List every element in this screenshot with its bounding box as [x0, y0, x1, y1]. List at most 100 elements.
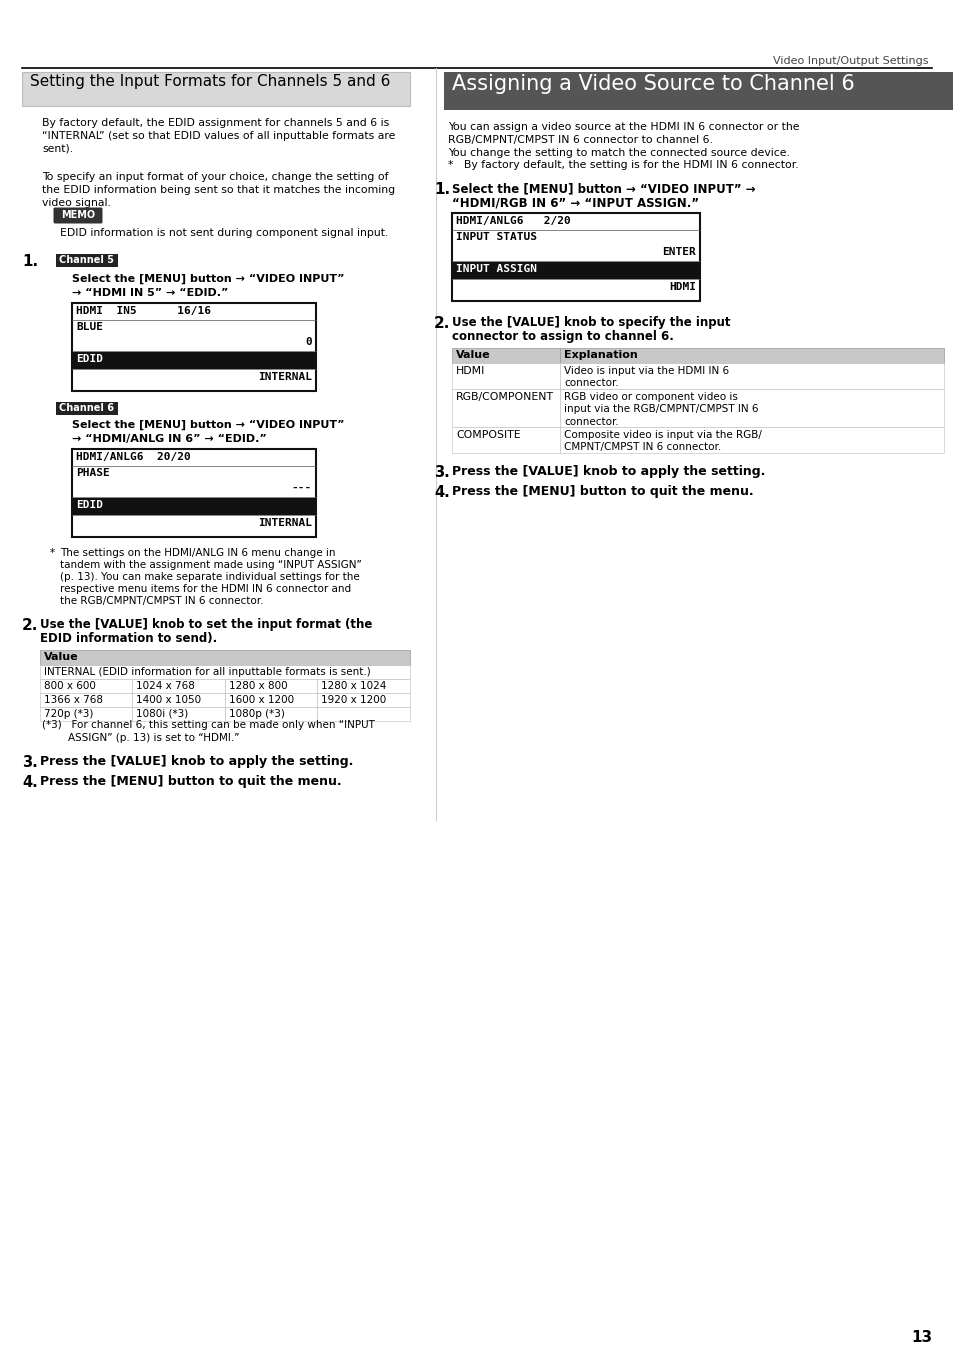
Text: HDMI/ANLG6  20/20: HDMI/ANLG6 20/20	[76, 452, 191, 462]
Text: PHASE: PHASE	[76, 468, 110, 478]
Text: EDID: EDID	[76, 500, 103, 510]
Bar	[225, 707, 317, 721]
Text: Use the [VALUE] knob to set the input format (the: Use the [VALUE] knob to set the input fo…	[40, 618, 372, 630]
Text: 0: 0	[305, 338, 312, 347]
Text: INPUT STATUS: INPUT STATUS	[456, 232, 537, 242]
Text: EDID: EDID	[76, 354, 103, 364]
Text: Composite video is input via the RGB/
CMPNT/CMPST IN 6 connector.: Composite video is input via the RGB/ CM…	[563, 431, 761, 452]
Text: 1024 x 768: 1024 x 768	[136, 680, 195, 691]
Text: respective menu items for the HDMI IN 6 connector and: respective menu items for the HDMI IN 6 …	[60, 585, 351, 594]
Text: 2.: 2.	[434, 316, 450, 331]
Text: HDMI  IN5      16/16: HDMI IN5 16/16	[76, 306, 211, 316]
Text: 1080i (*3): 1080i (*3)	[136, 709, 189, 720]
Text: EDID information is not sent during component signal input.: EDID information is not sent during comp…	[60, 228, 388, 238]
Text: HDMI: HDMI	[456, 366, 485, 377]
Text: “HDMI/RGB IN 6” → “INPUT ASSIGN.”: “HDMI/RGB IN 6” → “INPUT ASSIGN.”	[452, 196, 699, 209]
Bar	[452, 363, 559, 389]
Text: INTERNAL (EDID information for all inputtable formats is sent.): INTERNAL (EDID information for all input…	[44, 667, 371, 676]
Text: 1.: 1.	[22, 254, 38, 269]
Bar	[225, 679, 317, 693]
Bar	[225, 693, 317, 707]
Bar	[559, 427, 943, 454]
Text: 3.: 3.	[434, 464, 449, 481]
Text: 3.: 3.	[22, 755, 38, 770]
Text: HDMI/ANLG6   2/20: HDMI/ANLG6 2/20	[456, 216, 570, 225]
Bar	[40, 693, 132, 707]
Bar	[559, 389, 943, 427]
Text: Select the [MENU] button → “VIDEO INPUT”: Select the [MENU] button → “VIDEO INPUT”	[71, 274, 344, 285]
Text: 13: 13	[910, 1330, 931, 1345]
Text: Press the [VALUE] knob to apply the setting.: Press the [VALUE] knob to apply the sett…	[452, 464, 764, 478]
Text: INPUT ASSIGN: INPUT ASSIGN	[456, 265, 537, 274]
Text: 1920 x 1200: 1920 x 1200	[321, 695, 386, 705]
Bar	[132, 693, 225, 707]
Bar	[40, 707, 132, 721]
Bar	[452, 427, 559, 454]
Text: Press the [VALUE] knob to apply the setting.: Press the [VALUE] knob to apply the sett…	[40, 755, 353, 768]
Text: 1280 x 1024: 1280 x 1024	[321, 680, 387, 691]
Text: ASSIGN” (p. 13) is set to “HDMI.”: ASSIGN” (p. 13) is set to “HDMI.”	[42, 733, 239, 743]
Text: *   By factory default, the setting is for the HDMI IN 6 connector.: * By factory default, the setting is for…	[448, 161, 798, 170]
Bar	[71, 352, 315, 369]
Text: 1280 x 800: 1280 x 800	[229, 680, 287, 691]
Bar	[56, 254, 118, 267]
Text: the RGB/CMPNT/CMPST IN 6 connector.: the RGB/CMPNT/CMPST IN 6 connector.	[60, 595, 263, 606]
Bar	[71, 498, 315, 514]
Bar	[40, 666, 410, 679]
Text: 1400 x 1050: 1400 x 1050	[136, 695, 201, 705]
Bar	[559, 363, 943, 389]
Text: 4.: 4.	[434, 485, 449, 500]
Bar	[443, 72, 953, 109]
Bar	[317, 707, 410, 721]
Text: Setting the Input Formats for Channels 5 and 6: Setting the Input Formats for Channels 5…	[30, 74, 390, 89]
Text: You change the setting to match the connected source device.: You change the setting to match the conn…	[448, 148, 789, 158]
Text: Video Input/Output Settings: Video Input/Output Settings	[773, 55, 928, 66]
Text: The settings on the HDMI/ANLG IN 6 menu change in: The settings on the HDMI/ANLG IN 6 menu …	[60, 548, 335, 558]
Text: 2.: 2.	[22, 618, 38, 633]
Text: Assigning a Video Source to Channel 6: Assigning a Video Source to Channel 6	[452, 74, 854, 94]
Text: → “HDMI/ANLG IN 6” → “EDID.”: → “HDMI/ANLG IN 6” → “EDID.”	[71, 433, 267, 444]
Text: Explanation: Explanation	[563, 350, 638, 360]
Text: RGB video or component video is
input via the RGB/CMPNT/CMPST IN 6
connector.: RGB video or component video is input vi…	[563, 392, 758, 427]
Text: 720p (*3): 720p (*3)	[44, 709, 93, 720]
Text: INTERNAL: INTERNAL	[257, 518, 312, 528]
Text: RGB/CMPNT/CMPST IN 6 connector to channel 6.: RGB/CMPNT/CMPST IN 6 connector to channe…	[448, 135, 712, 144]
Bar	[132, 707, 225, 721]
Text: 1.: 1.	[434, 182, 450, 197]
Text: MEMO: MEMO	[61, 211, 95, 220]
Bar	[22, 72, 410, 107]
Text: 1080p (*3): 1080p (*3)	[229, 709, 285, 720]
Text: 1366 x 768: 1366 x 768	[44, 695, 103, 705]
Text: Select the [MENU] button → “VIDEO INPUT”: Select the [MENU] button → “VIDEO INPUT”	[71, 420, 344, 431]
Text: 800 x 600: 800 x 600	[44, 680, 95, 691]
Text: 4.: 4.	[22, 775, 38, 790]
Bar	[317, 679, 410, 693]
Text: RGB/COMPONENT: RGB/COMPONENT	[456, 392, 554, 402]
Text: ---: ---	[292, 483, 312, 493]
Text: EDID information to send).: EDID information to send).	[40, 632, 217, 645]
Text: To specify an input format of your choice, change the setting of
the EDID inform: To specify an input format of your choic…	[42, 171, 395, 208]
Bar	[452, 262, 700, 279]
Text: HDMI: HDMI	[668, 282, 696, 292]
Bar	[132, 679, 225, 693]
Bar	[40, 679, 132, 693]
Text: Video is input via the HDMI IN 6
connector.: Video is input via the HDMI IN 6 connect…	[563, 366, 728, 389]
Text: → “HDMI IN 5” → “EDID.”: → “HDMI IN 5” → “EDID.”	[71, 288, 228, 298]
Bar	[452, 213, 700, 301]
Text: (p. 13). You can make separate individual settings for the: (p. 13). You can make separate individua…	[60, 572, 359, 582]
Bar	[56, 402, 118, 414]
Bar	[317, 693, 410, 707]
Text: Value: Value	[456, 350, 490, 360]
Text: Channel 5: Channel 5	[59, 255, 114, 265]
Text: tandem with the assignment made using “INPUT ASSIGN”: tandem with the assignment made using “I…	[60, 560, 361, 570]
Bar	[452, 389, 559, 427]
Bar	[559, 348, 943, 363]
Text: (*3)   For channel 6, this setting can be made only when “INPUT: (*3) For channel 6, this setting can be …	[42, 720, 375, 730]
Text: Value: Value	[44, 652, 78, 662]
Bar	[452, 348, 559, 363]
Text: 1600 x 1200: 1600 x 1200	[229, 695, 294, 705]
Text: BLUE: BLUE	[76, 323, 103, 332]
Bar	[71, 302, 315, 392]
FancyBboxPatch shape	[53, 208, 102, 224]
Text: Channel 6: Channel 6	[59, 404, 114, 413]
